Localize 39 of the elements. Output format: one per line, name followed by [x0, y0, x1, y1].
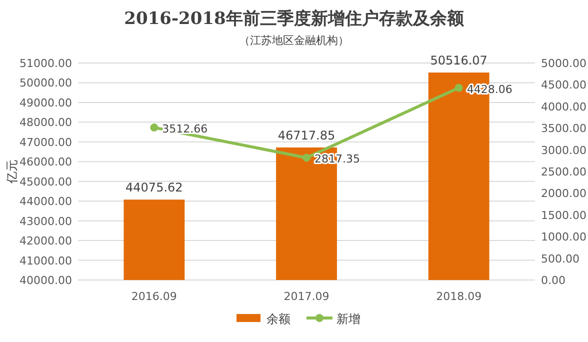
y2-tick-label: 500.00 — [541, 252, 580, 266]
y-tick-label: 51000.00 — [20, 57, 72, 70]
x-tick-label: 2018.09 — [436, 290, 482, 303]
y-tick-label: 43000.00 — [20, 214, 72, 228]
y-axis-title: 亿元 — [5, 160, 19, 184]
point — [150, 124, 158, 132]
data-label: 46717.85 — [278, 128, 336, 142]
y-tick-label: 47000.00 — [20, 136, 72, 149]
y-tick-label: 41000.00 — [20, 254, 72, 268]
legend-label: 余额 — [266, 312, 290, 326]
y-tick-label: 48000.00 — [20, 116, 72, 130]
y-tick-label: 46000.00 — [20, 156, 72, 169]
y2-tick-label: 2500.00 — [541, 166, 586, 178]
y-tick-label: 45000.00 — [20, 175, 72, 188]
y-tick-label: 49000.00 — [20, 96, 72, 110]
data-label: 3512.66 — [162, 122, 208, 136]
x-tick-label: 2016.09 — [131, 290, 177, 303]
y-tick-label: 50000.00 — [20, 76, 72, 90]
x-tick-label: 2017.09 — [284, 290, 330, 303]
y2-tick-label: 4500.00 — [541, 78, 586, 92]
data-label: 44075.62 — [126, 180, 183, 195]
y2-tick-label: 1500.00 — [541, 208, 586, 222]
y2-tick-label: 4000.00 — [541, 100, 586, 114]
point — [302, 154, 310, 162]
y-tick-label: 42000.00 — [20, 234, 72, 248]
chart-title: 2016-2018年前三季度新增住户存款及余额 — [124, 9, 465, 29]
y2-tick-label: 1000.00 — [541, 230, 586, 244]
y2-tick-label: 3000.00 — [541, 144, 586, 157]
point — [454, 84, 463, 92]
y2-tick-label: 3500.00 — [541, 122, 586, 136]
y-tick-label: 40000.00 — [20, 274, 72, 287]
data-label: 2817.35 — [314, 152, 360, 166]
chart-subtitle: （江苏地区金融机构） — [239, 34, 349, 47]
y2-tick-label: 2000.00 — [541, 187, 586, 200]
y2-tick-label: 0.00 — [541, 274, 566, 287]
y-tick-label: 44000.00 — [20, 195, 72, 208]
y2-tick-label: 5000.00 — [541, 57, 586, 70]
data-label: 50516.07 — [430, 54, 488, 68]
legend-label: 新增 — [336, 312, 360, 326]
